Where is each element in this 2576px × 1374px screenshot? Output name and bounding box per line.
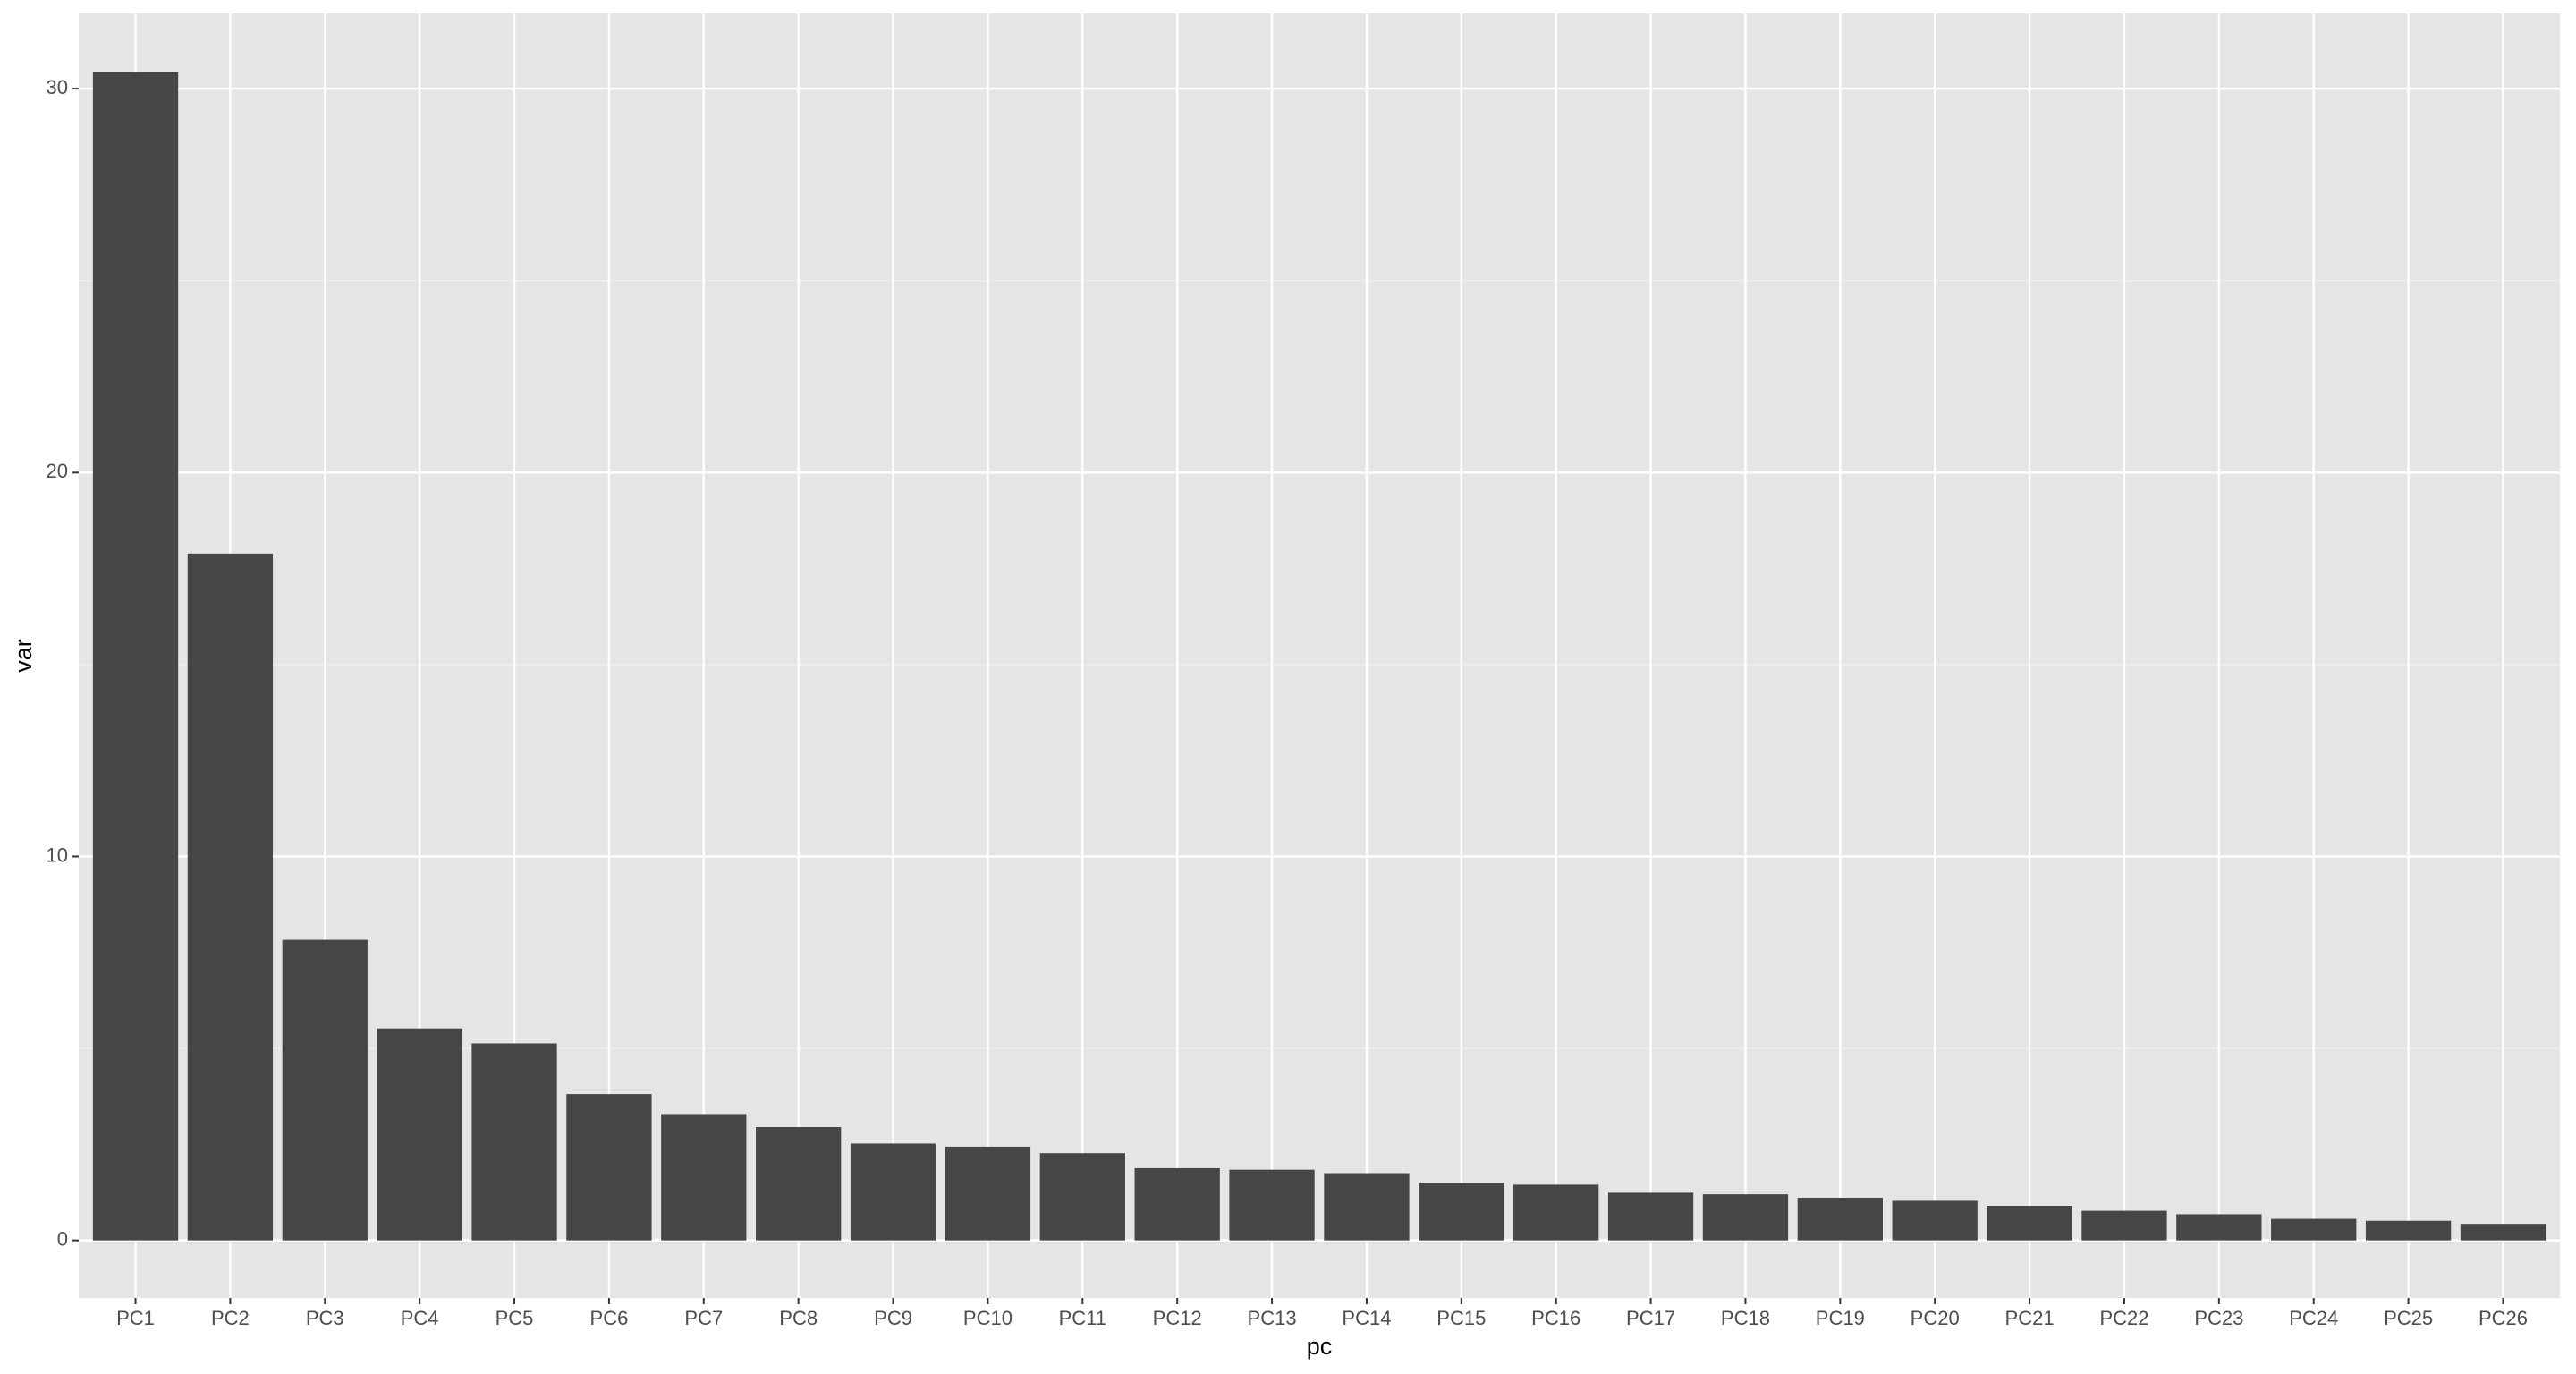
y-tick-label: 0	[57, 1227, 68, 1250]
bar	[471, 1043, 557, 1241]
bar	[1607, 1192, 1694, 1241]
x-axis-title: pc	[1307, 1333, 1333, 1360]
x-tick-label: PC6	[590, 1307, 629, 1329]
x-tick-label: PC1	[116, 1307, 155, 1329]
x-tick-label: PC18	[1721, 1307, 1770, 1329]
x-tick-label: PC10	[963, 1307, 1013, 1329]
x-tick-label: PC7	[684, 1307, 723, 1329]
y-tick-label: 30	[47, 76, 68, 98]
bar	[1513, 1184, 1599, 1241]
bar	[1797, 1197, 1883, 1241]
x-tick-label: PC17	[1626, 1307, 1675, 1329]
bar	[661, 1114, 747, 1241]
x-tick-label: PC4	[401, 1307, 439, 1329]
x-tick-label: PC8	[779, 1307, 818, 1329]
bar	[945, 1146, 1031, 1241]
bar	[1039, 1153, 1125, 1241]
x-tick-label: PC16	[1531, 1307, 1580, 1329]
bar	[92, 72, 179, 1241]
x-tick-label: PC12	[1153, 1307, 1202, 1329]
bar	[2081, 1210, 2167, 1241]
bar	[1419, 1183, 1504, 1241]
bar	[1987, 1205, 2072, 1241]
x-tick-label: PC2	[211, 1307, 250, 1329]
y-axis-title: var	[10, 639, 37, 673]
x-tick-label: PC15	[1436, 1307, 1486, 1329]
x-tick-label: PC22	[2099, 1307, 2148, 1329]
bar	[1229, 1169, 1315, 1241]
bar	[2271, 1218, 2357, 1241]
x-tick-label: PC24	[2289, 1307, 2338, 1329]
bar	[756, 1127, 842, 1241]
bar	[282, 939, 368, 1241]
bar	[1134, 1167, 1220, 1241]
bar	[2176, 1214, 2262, 1241]
x-tick-label: PC23	[2194, 1307, 2243, 1329]
x-tick-label: PC13	[1248, 1307, 1297, 1329]
bar	[2365, 1220, 2452, 1241]
x-tick-label: PC19	[1816, 1307, 1865, 1329]
x-tick-label: PC9	[874, 1307, 912, 1329]
bar	[1892, 1200, 1978, 1241]
x-tick-label: PC26	[2479, 1307, 2528, 1329]
bar	[2460, 1224, 2546, 1241]
x-tick-label: PC20	[1911, 1307, 1960, 1329]
bar	[377, 1028, 462, 1241]
x-tick-label: PC14	[1342, 1307, 1391, 1329]
bar	[1702, 1194, 1789, 1241]
x-tick-label: PC3	[306, 1307, 344, 1329]
bar	[566, 1094, 652, 1241]
bar	[1324, 1173, 1410, 1241]
x-tick-label: PC11	[1059, 1307, 1106, 1329]
bar	[850, 1143, 936, 1241]
y-tick-label: 10	[47, 844, 68, 866]
x-tick-label: PC5	[496, 1307, 534, 1329]
y-tick-label: 20	[47, 460, 68, 482]
bar	[187, 553, 274, 1241]
x-tick-label: PC21	[2005, 1307, 2055, 1329]
x-tick-label: PC25	[2384, 1307, 2433, 1329]
